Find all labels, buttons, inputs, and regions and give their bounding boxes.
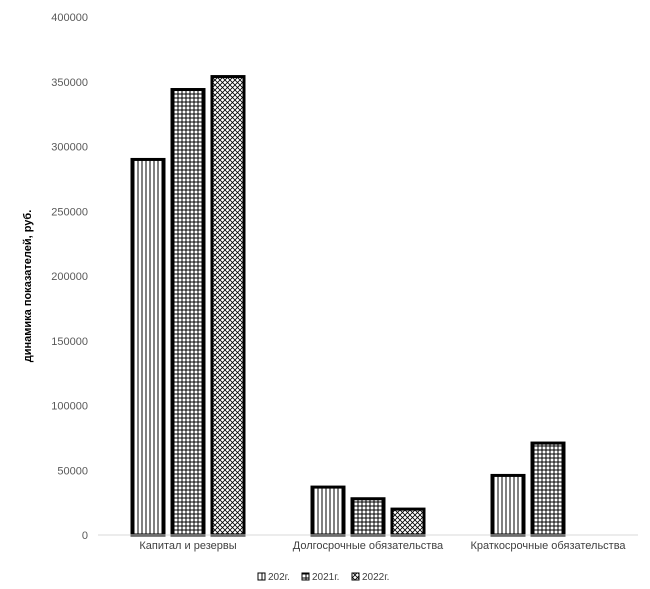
y-tick-label: 250000 [51,206,88,218]
legend-swatch [351,572,360,581]
y-tick-label: 100000 [51,401,88,413]
legend-swatch [257,572,266,581]
x-tick-label: Капитал и резервы [139,540,236,552]
legend-label: 2022г. [362,572,389,583]
y-tick-label: 0 [82,530,88,542]
legend-label: 2021г. [312,572,339,583]
bar [170,88,206,537]
bar [530,441,566,537]
x-tick-label: Долгосрочные обязательства [293,540,444,552]
bars [130,75,566,537]
y-tick-label: 200000 [51,271,88,283]
x-tick-label: Краткосрочные обязательства [470,540,626,552]
y-tick-label: 150000 [51,336,88,348]
bar [490,473,526,537]
y-axis-label: динамика показателей, руб. [22,210,34,363]
legend-label: 202г. [268,572,290,583]
y-tick-label: 300000 [51,142,88,154]
legend: 202г. 2021г. 2022г. [257,572,389,583]
bar [130,157,166,537]
bar [350,497,386,537]
bar [210,75,246,537]
y-axis-ticks: 0 50000 100000 150000 200000 250000 300000 3500… [51,12,88,542]
y-tick-label: 50000 [57,465,88,477]
bar [310,485,346,537]
y-tick-label: 350000 [51,77,88,89]
y-tick-label: 400000 [51,12,88,24]
legend-swatch [301,572,310,581]
bar [390,507,426,537]
category-labels: Капитал и резервы Долгосрочные обязательс… [139,540,626,552]
